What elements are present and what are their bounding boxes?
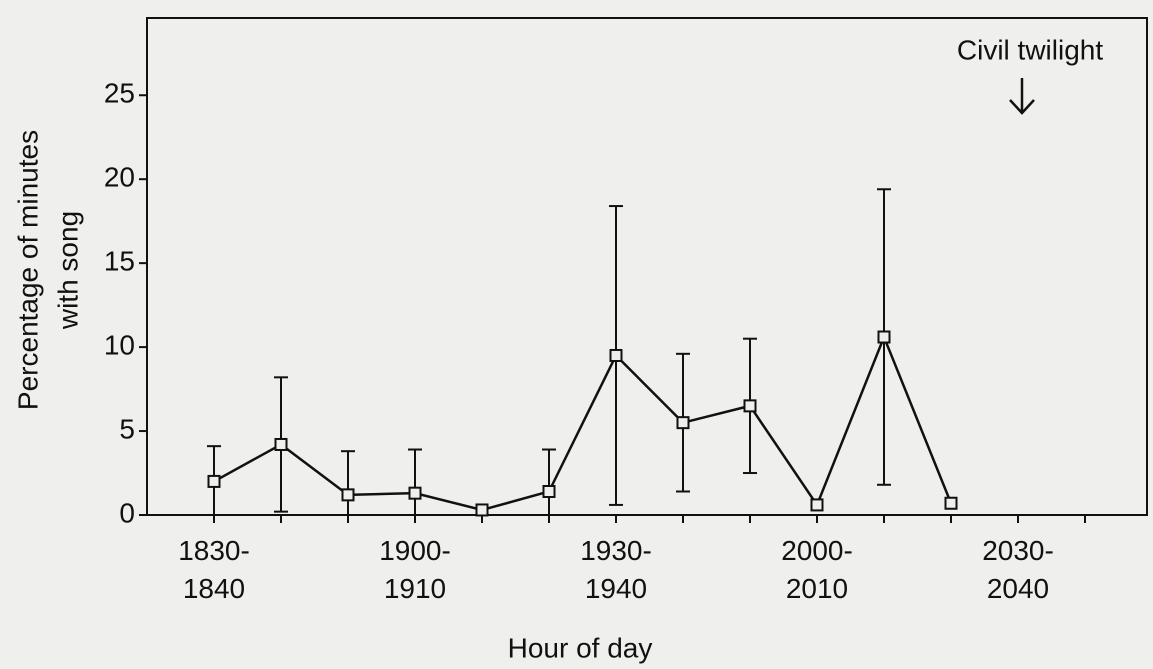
x-tick-label: 2030- 2040 (982, 535, 1054, 604)
annotation: Civil twilight (957, 34, 1103, 65)
y-axis-label: Percentage of minutes (12, 130, 43, 410)
marker (810, 498, 824, 512)
marker (475, 503, 489, 517)
x-tick-label: 1900- 1910 (379, 535, 451, 604)
marker (408, 486, 422, 500)
marker (676, 416, 690, 430)
x-tick-label: 1930- 1940 (580, 535, 652, 604)
marker (743, 399, 757, 413)
y-tick-label: 20 (104, 162, 135, 193)
marker (944, 496, 958, 510)
marker (609, 348, 623, 362)
marker (207, 474, 221, 488)
error-bar (408, 448, 422, 515)
error-bar (341, 450, 355, 515)
plot-frame (146, 17, 1148, 516)
y-tick-label: 10 (104, 329, 135, 360)
y-tick-label: 25 (104, 78, 135, 109)
series-line (213, 333, 953, 512)
error-bar (542, 448, 556, 515)
marker (877, 330, 891, 344)
y-axis-label: with song (52, 211, 83, 330)
y-tick-label: 15 (104, 246, 135, 277)
x-tick-label: 2000- 2010 (781, 535, 853, 604)
x-tick-label: 1830- 1840 (178, 535, 250, 604)
marker (274, 437, 288, 451)
marker (341, 488, 355, 502)
marker (542, 484, 556, 498)
annotation-arrow (1009, 78, 1035, 115)
y-tick-label: 0 (119, 497, 135, 528)
x-axis-label: Hour of day (508, 632, 653, 663)
y-tick-label: 5 (119, 413, 135, 444)
